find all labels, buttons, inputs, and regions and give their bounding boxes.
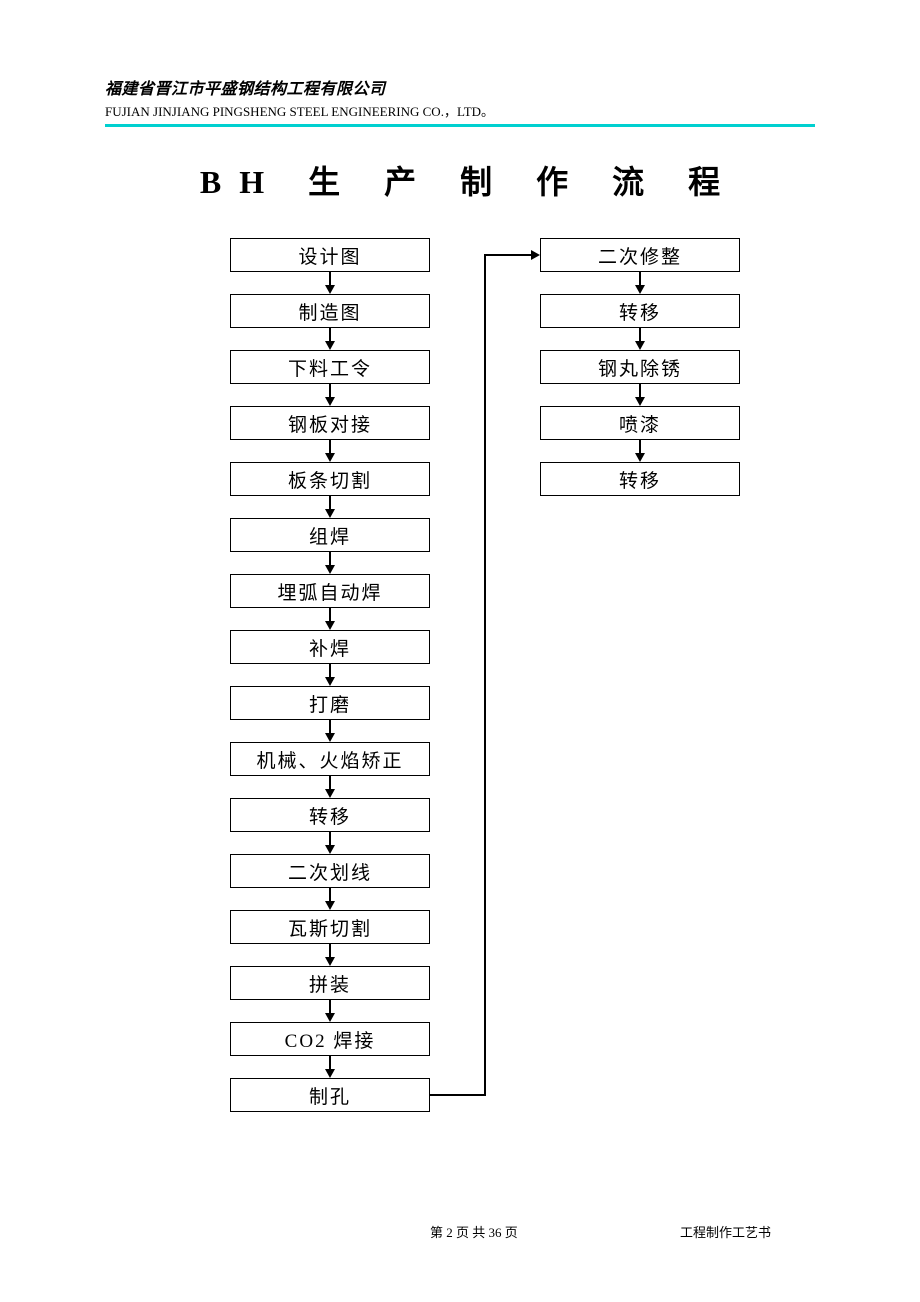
flow-node-left-13: 拼装 (230, 966, 430, 1000)
flow-arrow-line (639, 328, 641, 342)
flow-node-left-12: 瓦斯切割 (230, 910, 430, 944)
header-company-cn: 福建省晋江市平盛钢结构工程有限公司 (105, 75, 815, 99)
flow-arrow-line (329, 440, 331, 454)
flow-arrow-head (325, 733, 335, 742)
flow-arrow-line (329, 832, 331, 846)
flow-arrow-line (639, 384, 641, 398)
flow-arrow-head (325, 901, 335, 910)
header-divider (105, 124, 815, 127)
flow-arrow-line (329, 552, 331, 566)
flow-connector-h (430, 1094, 486, 1096)
flow-arrow-line (329, 888, 331, 902)
flow-node-left-1: 制造图 (230, 294, 430, 328)
flow-node-left-9: 机械、火焰矫正 (230, 742, 430, 776)
flow-node-right-3: 喷漆 (540, 406, 740, 440)
flow-arrow-head (325, 845, 335, 854)
flow-arrow-head (325, 453, 335, 462)
flow-node-right-4: 转移 (540, 462, 740, 496)
flow-node-right-1: 转移 (540, 294, 740, 328)
flow-arrow-line (329, 496, 331, 510)
flow-node-left-6: 埋弧自动焊 (230, 574, 430, 608)
flow-arrow-line (329, 384, 331, 398)
footer-doc-title: 工程制作工艺书 (680, 1222, 771, 1241)
flow-arrow-head (325, 397, 335, 406)
flow-arrow-head (635, 397, 645, 406)
flowchart-canvas: 设计图制造图下料工令钢板对接板条切割组焊埋弧自动焊补焊打磨机械、火焰矫正转移二次… (105, 238, 815, 1158)
flow-node-left-15: 制孔 (230, 1078, 430, 1112)
flow-arrow-line (329, 664, 331, 678)
header-company-en: FUJIAN JINJIANG PINGSHENG STEEL ENGINEER… (105, 101, 815, 120)
flow-arrow-head (531, 250, 540, 260)
flow-node-left-4: 板条切割 (230, 462, 430, 496)
flow-arrow-line (329, 944, 331, 958)
flow-node-left-3: 钢板对接 (230, 406, 430, 440)
flow-arrow-line (329, 1000, 331, 1014)
flow-arrow-head (325, 565, 335, 574)
flow-node-right-0: 二次修整 (540, 238, 740, 272)
flow-arrow-head (635, 341, 645, 350)
flow-node-left-0: 设计图 (230, 238, 430, 272)
footer-page-number: 第 2 页 共 36 页 (430, 1222, 518, 1241)
flow-node-left-2: 下料工令 (230, 350, 430, 384)
flow-connector-h (484, 254, 532, 256)
flow-arrow-head (325, 285, 335, 294)
flow-arrow-line (329, 1056, 331, 1070)
flow-arrow-head (325, 621, 335, 630)
flow-arrow-head (325, 1069, 335, 1078)
flow-arrow-head (325, 341, 335, 350)
flow-node-left-5: 组焊 (230, 518, 430, 552)
flow-arrow-head (325, 677, 335, 686)
flow-node-left-8: 打磨 (230, 686, 430, 720)
flow-arrow-head (325, 509, 335, 518)
flow-node-right-2: 钢丸除锈 (540, 350, 740, 384)
page-title: BH 生 产 制 作 流 程 (105, 157, 815, 203)
flow-connector-v (484, 255, 486, 1096)
flow-arrow-head (325, 1013, 335, 1022)
flow-arrow-head (325, 957, 335, 966)
flow-arrow-line (329, 720, 331, 734)
flow-node-left-7: 补焊 (230, 630, 430, 664)
flow-arrow-line (329, 328, 331, 342)
flow-arrow-line (329, 608, 331, 622)
flow-node-left-14: CO2 焊接 (230, 1022, 430, 1056)
flow-arrow-head (635, 285, 645, 294)
flow-node-left-11: 二次划线 (230, 854, 430, 888)
flow-arrow-line (639, 272, 641, 286)
flow-node-left-10: 转移 (230, 798, 430, 832)
flow-arrow-line (329, 272, 331, 286)
flow-arrow-line (329, 776, 331, 790)
flow-arrow-head (635, 453, 645, 462)
flow-arrow-line (639, 440, 641, 454)
flow-arrow-head (325, 789, 335, 798)
